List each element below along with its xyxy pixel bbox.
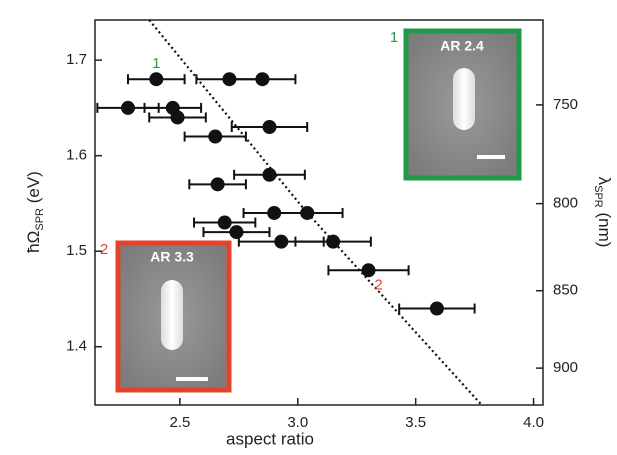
point [121,100,136,115]
y-tick-label: 1.4 [66,338,87,355]
y-label-sub: SPR [34,208,46,231]
inset-label: 2 [100,241,108,258]
x-tick-label: 3.0 [287,414,308,431]
y-tick-label: 1.6 [66,147,87,164]
inset-label: 1 [390,29,398,46]
point [210,177,225,192]
inset-1: AR 2.4 1 [390,28,522,181]
inset-title: AR 2.4 [440,38,484,54]
point [262,167,277,182]
x-axis-label: aspect ratio [226,429,314,448]
y-tick-label: 1.5 [66,242,87,259]
y-axis-label: ħΩSPR (eV) [24,171,45,253]
point [217,215,232,230]
scale-bar [176,377,208,381]
point [361,263,376,278]
point [208,129,223,144]
x-tick-label: 2.5 [169,414,190,431]
point [149,72,164,87]
y2-label-sub: SPR [592,185,604,208]
scale-bar [477,155,505,159]
point [326,234,341,249]
point [274,234,289,249]
y2-label-main: λ [595,177,614,186]
y2-tick-label: 800 [553,195,578,212]
inset-2: AR 3.3 2 [100,240,232,393]
y2-axis-label: λSPR (nm) [592,177,613,248]
point [267,205,282,220]
point [229,225,244,240]
y-label-main: ħΩ [24,231,43,253]
point [429,301,444,316]
point [300,205,315,220]
point [262,119,277,134]
y2-tick-label: 900 [553,359,578,376]
y2-label-unit: (nm) [595,208,614,248]
point-annotation: 1 [152,55,160,72]
point [170,110,185,125]
y-label-unit: (eV) [24,171,43,208]
y2-tick-label: 850 [553,282,578,299]
x-tick-label: 4.0 [523,414,544,431]
y-tick-label: 1.7 [66,51,87,68]
inset-title: AR 3.3 [150,249,194,265]
nanorod-image [453,68,475,130]
y2-tick-label: 750 [553,96,578,113]
x-tick-label: 3.5 [405,414,426,431]
plot-frame [94,19,544,406]
inset-frame [115,240,232,393]
point [255,72,270,87]
nanorod-image [161,280,183,350]
point-annotation: 2 [374,276,382,293]
